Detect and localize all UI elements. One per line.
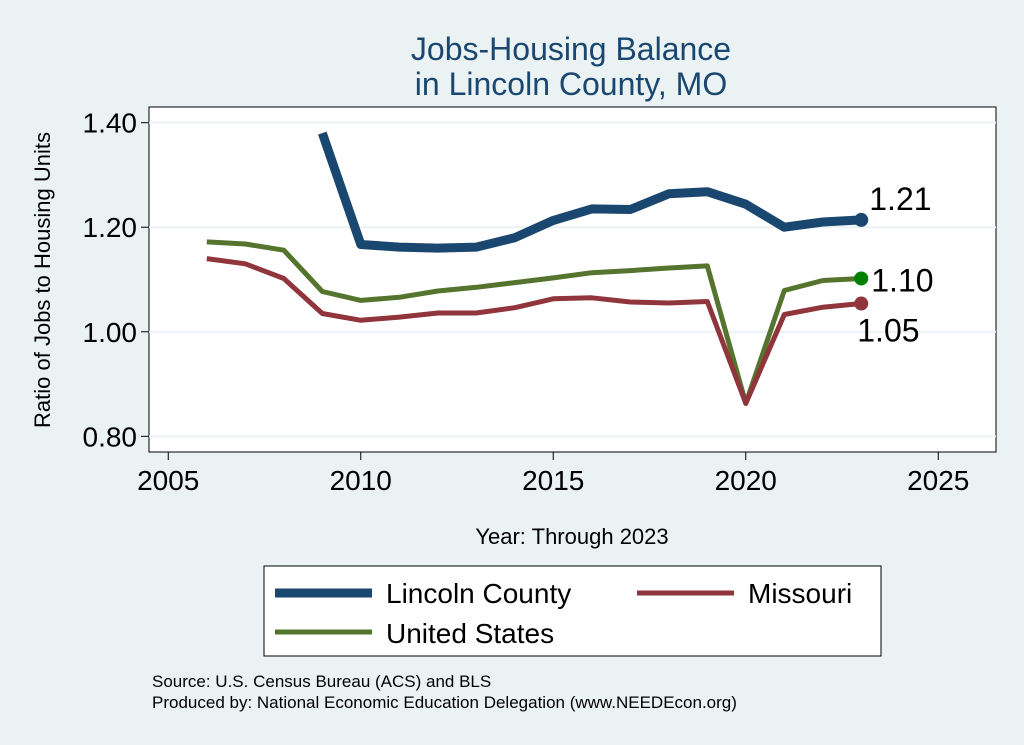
axes: 0.80 1.00 1.20 1.40 2005 2010 2015 2020 2025: [83, 108, 970, 496]
chart-title-line-1: Jobs-Housing Balance: [411, 31, 731, 67]
x-tick-label: 2020: [715, 465, 777, 496]
x-tick-label: 2025: [907, 465, 969, 496]
x-tick-label: 2005: [137, 465, 199, 496]
legend-label-lincoln-county: Lincoln County: [386, 578, 571, 609]
end-marker-missouri: [854, 296, 869, 311]
y-axis-label: Ratio of Jobs to Housing Units: [30, 132, 55, 428]
gridlines: [149, 121, 996, 438]
y-tick-label: 1.00: [83, 317, 138, 348]
legend-label-missouri: Missouri: [748, 578, 852, 609]
legend: Lincoln County Missouri United States: [263, 565, 882, 657]
series-lines: [206, 131, 862, 406]
legend-box: [263, 565, 882, 657]
chart-title-line-2: in Lincoln County, MO: [415, 66, 727, 102]
producer-note: Produced by: National Economic Education…: [152, 693, 737, 712]
end-label-missouri: 1.05: [857, 313, 919, 349]
legend-label-united-states: United States: [386, 618, 554, 649]
y-tick-label: 1.20: [83, 212, 138, 243]
x-axis-label: Year: Through 2023: [475, 524, 668, 549]
y-tick-label: 1.40: [83, 108, 138, 139]
end-label-united-states: 1.10: [871, 262, 933, 298]
x-tick-label: 2010: [330, 465, 392, 496]
end-marker-united-states: [854, 271, 869, 286]
end-labels: 1.21 1.05 1.10: [854, 181, 934, 349]
end-label-lincoln-county: 1.21: [869, 181, 931, 217]
source-note: Source: U.S. Census Bureau (ACS) and BLS: [152, 672, 492, 691]
x-tick-label: 2015: [522, 465, 584, 496]
plot-area: [148, 106, 997, 453]
series-line-missouri: [206, 256, 862, 406]
series-line-lincoln-county: [318, 131, 862, 253]
y-tick-label: 0.80: [83, 421, 138, 452]
end-marker-lincoln-county: [854, 212, 869, 227]
